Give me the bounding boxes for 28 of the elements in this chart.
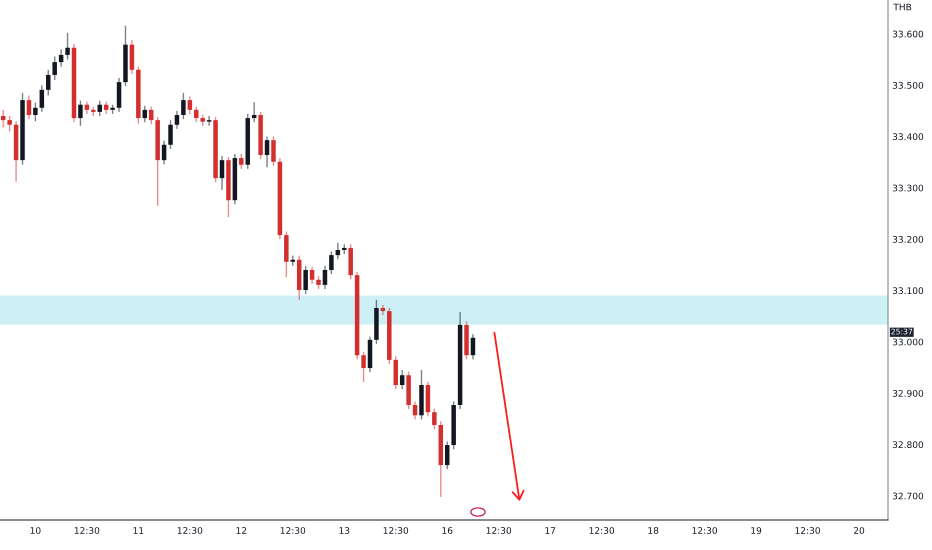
x-tick-label: 12:30 [486,527,512,534]
x-tick-label: 11 [134,527,144,534]
x-tick-label: 12:30 [692,527,718,534]
y-tick-label: 33.600 [892,30,924,38]
x-tick-label: 17 [545,527,556,534]
y-tick-label: 32.900 [892,390,924,397]
y-tick-label: 33.000 [892,338,924,346]
y-tick-label: 33.500 [892,82,924,89]
y-axis-title: THB [893,4,912,10]
x-tick-label: 12 [236,527,246,534]
x-tick-label: 12:30 [384,527,408,534]
y-tick-label: 32.700 [892,492,924,500]
x-tick-label: 12:30 [280,527,306,534]
y-tick-label: 33.400 [892,133,924,140]
x-tick-label: 19 [751,527,762,534]
y-tick-label: 33.300 [892,184,924,192]
x-tick-label: 18 [648,527,658,534]
y-tick-label: 32.800 [892,441,924,448]
y-tick-label: 33.100 [892,287,924,294]
x-tick-label: 13 [340,527,350,534]
x-tick-label: 12:30 [796,527,820,534]
x-tick-label: 10 [30,527,41,534]
x-tick-label: 12:30 [178,527,202,534]
y-tick-label: 33.200 [892,236,924,243]
x-tick-label: 12:30 [74,527,100,534]
x-tick-label: 20 [854,527,864,534]
x-tick-label: 16 [442,527,452,534]
x-tick-label: 12:30 [590,527,614,534]
